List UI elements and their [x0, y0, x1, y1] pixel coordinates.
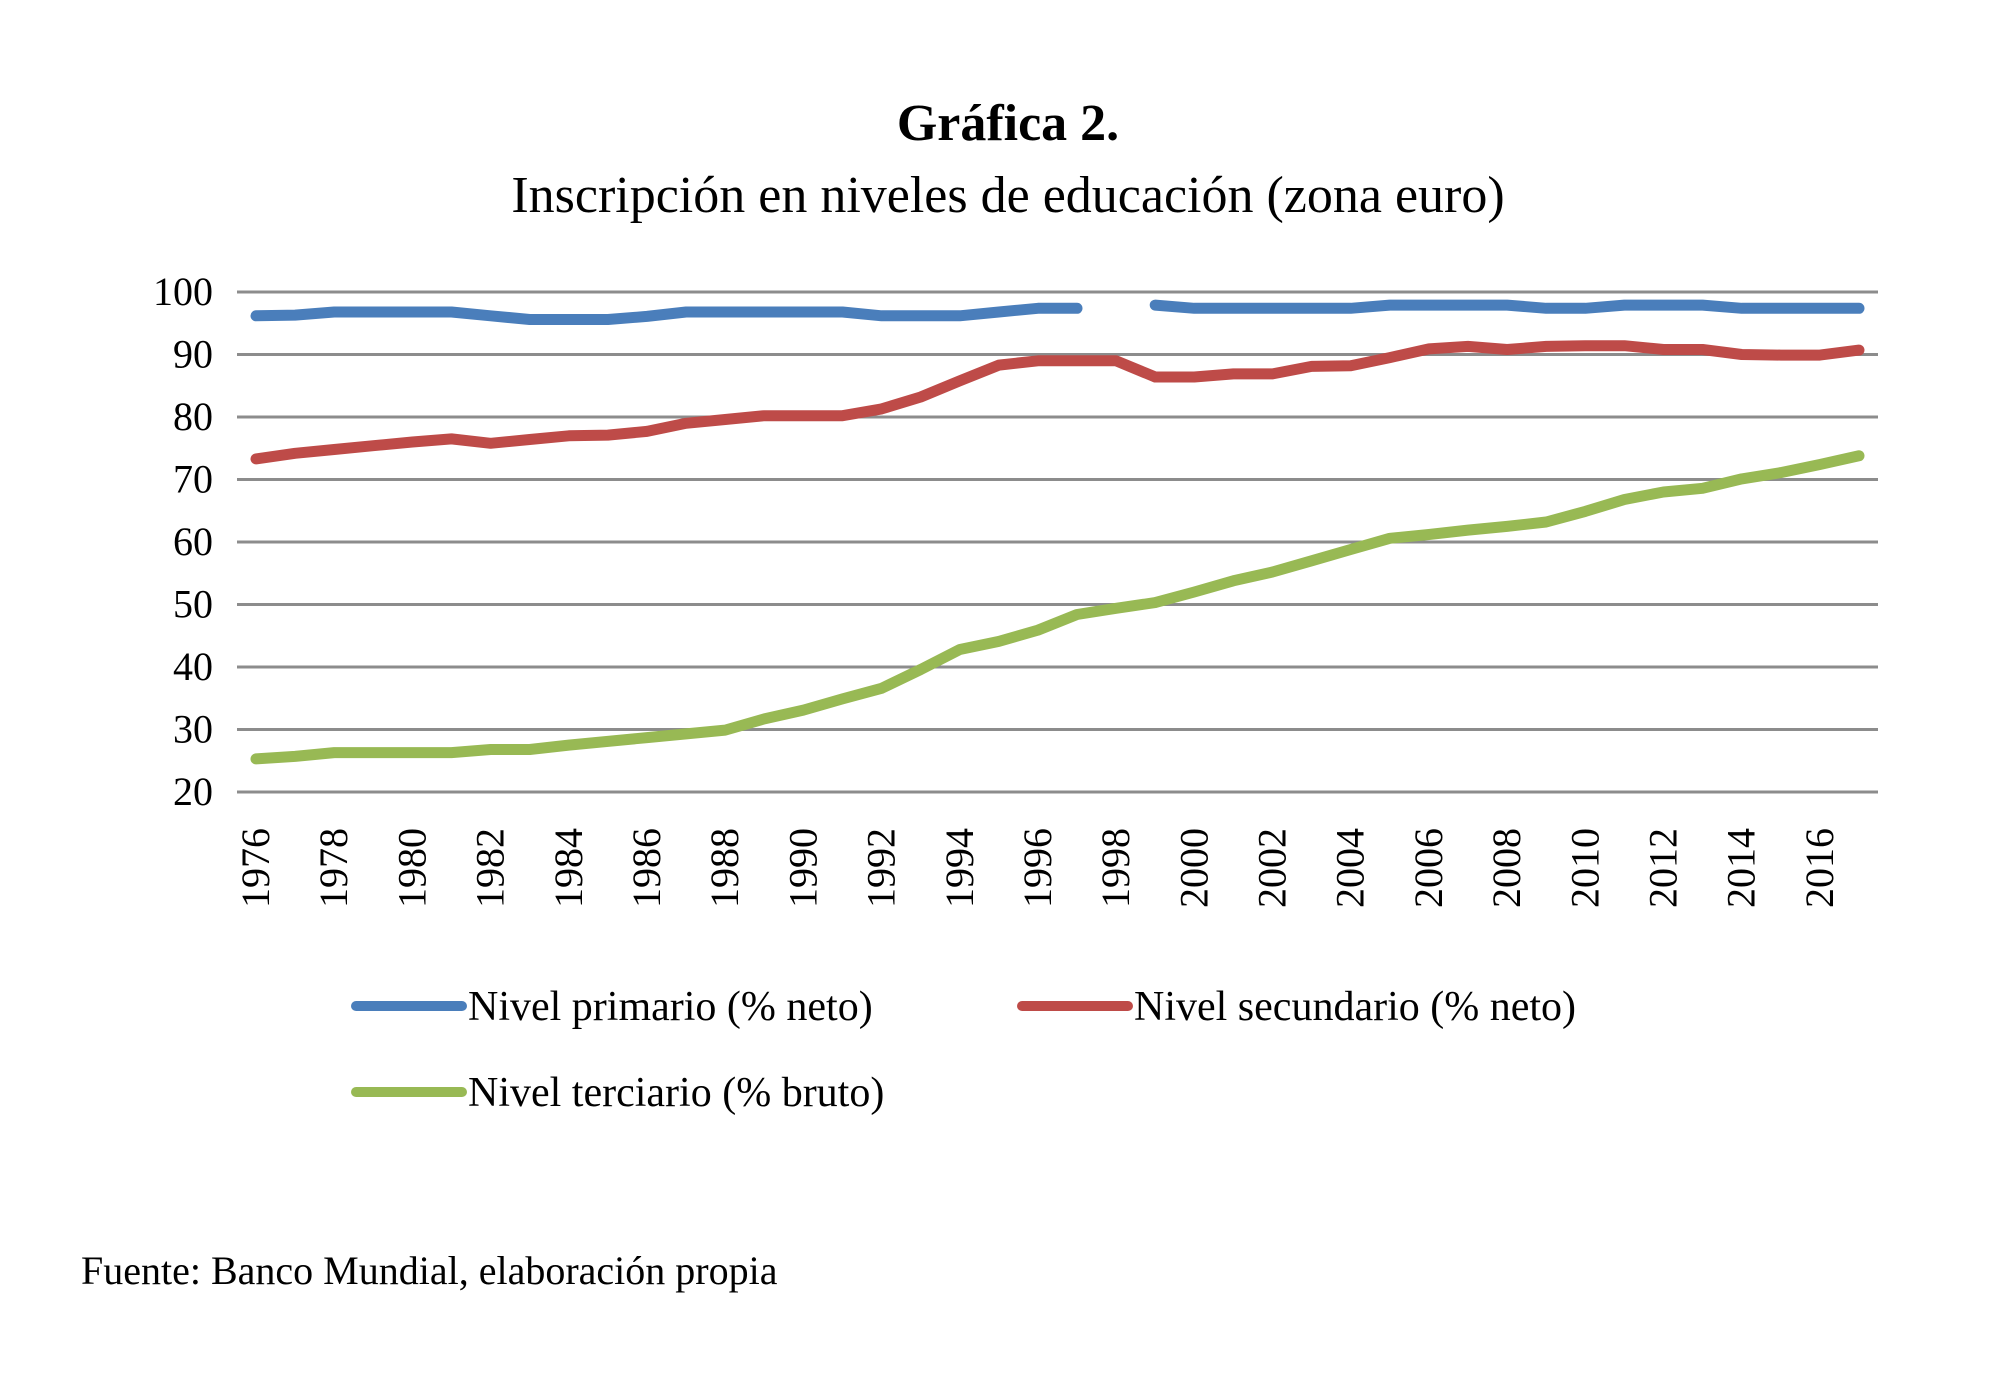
x-tick-label: 2004 — [1328, 828, 1373, 908]
x-tick-label: 2002 — [1250, 828, 1295, 908]
legend: Nivel primario (% neto) Nivel secundario … — [351, 984, 1576, 1116]
chart-title: Gráfica 2. — [897, 95, 1119, 152]
series-line-2 — [250, 340, 1865, 465]
chart-subtitle: Inscripción en niveles de educación (zon… — [511, 167, 1504, 224]
legend-label-3: Nivel terciario (% bruto) — [468, 1070, 884, 1116]
y-tick-label: 40 — [173, 644, 213, 689]
x-tick-label: 1996 — [1015, 828, 1060, 908]
x-tick-label: 2010 — [1562, 828, 1607, 908]
x-tick-label: 1990 — [780, 828, 825, 908]
x-tick-label: 1994 — [937, 828, 982, 908]
y-tick-label: 60 — [173, 519, 213, 564]
x-tick-label: 1988 — [702, 828, 747, 908]
legend-label-1: Nivel primario (% neto) — [468, 984, 873, 1030]
series-line-3 — [250, 450, 1865, 765]
x-tick-label: 1980 — [389, 828, 434, 908]
x-tick-label: 2000 — [1171, 828, 1216, 908]
x-tick-label: 2016 — [1797, 828, 1842, 908]
x-tick-label: 2014 — [1719, 828, 1764, 908]
x-tick-label: 1976 — [233, 828, 278, 908]
x-tick-label: 1978 — [311, 828, 356, 908]
series-line-1 — [250, 299, 1865, 325]
gridlines — [237, 290, 1878, 794]
y-tick-label: 70 — [173, 457, 213, 502]
y-tick-label: 30 — [173, 707, 213, 752]
y-tick-label: 80 — [173, 394, 213, 439]
x-tick-label: 2008 — [1484, 828, 1529, 908]
y-tick-label: 100 — [153, 269, 213, 314]
x-tick-label: 1998 — [1093, 828, 1138, 908]
y-axis-ticks: 100 90 80 70 60 50 40 30 20 — [153, 269, 213, 814]
x-tick-label: 2012 — [1641, 828, 1686, 908]
x-tick-label: 1992 — [859, 828, 904, 908]
y-tick-label: 20 — [173, 769, 213, 814]
x-tick-label: 1982 — [468, 828, 513, 908]
x-tick-label: 1986 — [624, 828, 669, 908]
x-tick-label: 2006 — [1406, 828, 1451, 908]
x-axis-ticks: 1976 1978 1980 1982 1984 1986 1988 1990 1992 1994… — [233, 828, 1842, 908]
legend-label-2: Nivel secundario (% neto) — [1134, 984, 1576, 1030]
y-tick-label: 90 — [173, 332, 213, 377]
x-tick-label: 1984 — [546, 828, 591, 908]
y-tick-label: 50 — [173, 582, 213, 627]
series-lines — [250, 299, 1865, 765]
source-note: Fuente: Banco Mundial, elaboración propi… — [81, 1248, 778, 1293]
